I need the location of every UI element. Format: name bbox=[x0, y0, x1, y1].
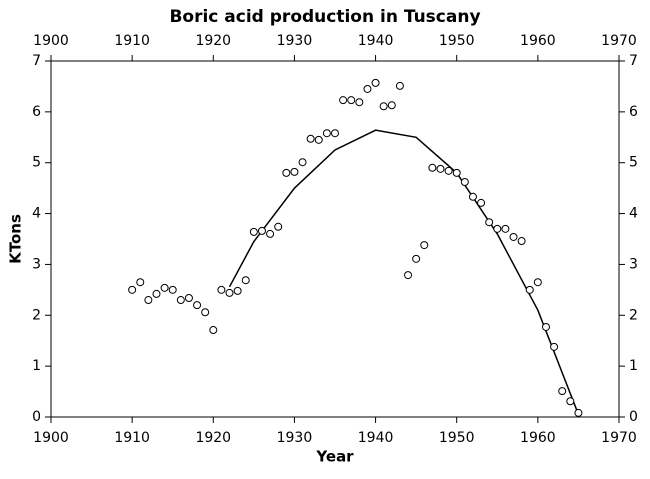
fit-line bbox=[228, 129, 580, 415]
data-point bbox=[355, 98, 364, 107]
data-point bbox=[468, 192, 477, 201]
x-tick-label: 1940 bbox=[358, 430, 394, 446]
data-point bbox=[298, 158, 307, 167]
y-tick-label: 7 bbox=[32, 53, 41, 69]
x-tick-label: 1900 bbox=[33, 430, 69, 446]
y-tick-label: 4 bbox=[32, 206, 41, 222]
data-point bbox=[241, 276, 250, 285]
data-point bbox=[274, 222, 283, 231]
data-point bbox=[193, 301, 202, 310]
data-point bbox=[412, 254, 421, 263]
data-point bbox=[184, 293, 193, 302]
data-point bbox=[493, 224, 502, 233]
y-tick-label: 2 bbox=[32, 307, 41, 323]
data-point bbox=[395, 81, 404, 90]
data-point bbox=[339, 96, 348, 105]
data-point bbox=[420, 241, 429, 250]
data-point bbox=[257, 226, 266, 235]
y-tick-label: 6 bbox=[32, 104, 41, 120]
data-point bbox=[387, 101, 396, 110]
y-axis-label: KTons bbox=[7, 214, 25, 264]
data-point bbox=[282, 168, 291, 177]
y-tick-label-right: 6 bbox=[629, 104, 638, 120]
data-point bbox=[322, 129, 331, 138]
data-point bbox=[477, 198, 486, 207]
y-tick-label: 3 bbox=[32, 256, 41, 272]
y-tick-label-right: 0 bbox=[629, 409, 638, 425]
data-point bbox=[485, 218, 494, 227]
data-point bbox=[541, 322, 550, 331]
y-tick-label: 5 bbox=[32, 155, 41, 171]
plot-frame bbox=[50, 60, 620, 418]
data-point bbox=[428, 163, 437, 172]
y-tick-label: 0 bbox=[32, 409, 41, 425]
x-tick-label-top: 1930 bbox=[277, 33, 313, 49]
data-point bbox=[152, 289, 161, 298]
data-point bbox=[160, 283, 169, 292]
chart-title: Boric acid production in Tuscany bbox=[169, 7, 480, 27]
data-point bbox=[290, 167, 299, 176]
x-tick-label-top: 1910 bbox=[114, 33, 150, 49]
data-point bbox=[509, 232, 518, 241]
data-point bbox=[517, 237, 526, 246]
x-tick-label-top: 1970 bbox=[601, 33, 637, 49]
data-point bbox=[525, 285, 534, 294]
data-point bbox=[379, 102, 388, 111]
data-point bbox=[217, 285, 226, 294]
data-point bbox=[314, 135, 323, 144]
data-point bbox=[233, 286, 242, 295]
x-tick-label-top: 1950 bbox=[439, 33, 475, 49]
data-point bbox=[225, 288, 234, 297]
data-point bbox=[128, 285, 137, 294]
data-point bbox=[371, 78, 380, 87]
y-tick-label-right: 4 bbox=[629, 206, 638, 222]
data-point bbox=[266, 229, 275, 238]
data-point bbox=[533, 278, 542, 287]
x-tick-label: 1910 bbox=[114, 430, 150, 446]
data-point bbox=[209, 326, 218, 335]
data-point bbox=[452, 168, 461, 177]
data-point bbox=[460, 178, 469, 187]
x-tick-label-top: 1920 bbox=[195, 33, 231, 49]
y-tick-label: 1 bbox=[32, 358, 41, 374]
data-point bbox=[558, 387, 567, 396]
data-point bbox=[168, 285, 177, 294]
data-point bbox=[444, 166, 453, 175]
y-tick-label-right: 2 bbox=[629, 307, 638, 323]
data-point bbox=[566, 397, 575, 406]
data-point bbox=[176, 296, 185, 305]
data-point bbox=[550, 342, 559, 351]
data-point bbox=[201, 308, 210, 317]
y-tick-label-right: 5 bbox=[629, 155, 638, 171]
data-point bbox=[363, 84, 372, 93]
data-point bbox=[574, 408, 583, 417]
data-point bbox=[306, 134, 315, 143]
data-point bbox=[331, 129, 339, 138]
x-tick-label: 1920 bbox=[195, 430, 231, 446]
data-point bbox=[249, 227, 258, 236]
data-point bbox=[404, 271, 413, 280]
x-tick-label: 1970 bbox=[601, 430, 637, 446]
x-tick-label-top: 1960 bbox=[520, 33, 556, 49]
data-point bbox=[501, 224, 510, 233]
x-tick-label: 1950 bbox=[439, 430, 475, 446]
data-point bbox=[436, 164, 445, 173]
y-tick-label-right: 7 bbox=[629, 53, 638, 69]
x-tick-label-top: 1940 bbox=[358, 33, 394, 49]
x-tick-label: 1930 bbox=[277, 430, 313, 446]
data-point bbox=[347, 96, 356, 105]
y-tick-label-right: 3 bbox=[629, 256, 638, 272]
y-tick-label-right: 1 bbox=[629, 358, 638, 374]
data-point bbox=[136, 278, 145, 287]
x-axis-label: Year bbox=[315, 448, 354, 466]
data-point bbox=[144, 296, 153, 305]
x-tick-label: 1960 bbox=[520, 430, 556, 446]
x-tick-label-top: 1900 bbox=[33, 33, 69, 49]
